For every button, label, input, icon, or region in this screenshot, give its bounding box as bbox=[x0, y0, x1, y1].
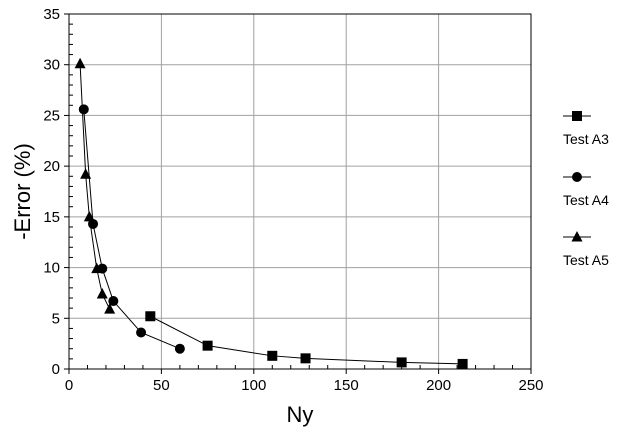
legend-marker-square bbox=[572, 111, 582, 121]
y-axis-title: -Error (%) bbox=[10, 143, 35, 240]
data-point-square bbox=[267, 350, 278, 361]
x-tick-label: 250 bbox=[518, 377, 543, 394]
data-point-square bbox=[202, 340, 213, 351]
data-point-triangle bbox=[74, 57, 86, 69]
legend-item: Test A3 bbox=[563, 111, 609, 147]
x-tick-label: 50 bbox=[153, 377, 170, 394]
y-tick-label: 10 bbox=[43, 260, 60, 277]
series-line bbox=[83, 109, 181, 350]
x-tick-label: 100 bbox=[241, 377, 266, 394]
data-point-triangle bbox=[80, 168, 92, 179]
legend-label: Test A3 bbox=[563, 131, 609, 147]
legend-marker-circle bbox=[572, 172, 582, 182]
data-point-circle bbox=[78, 104, 89, 115]
x-tick-label: 150 bbox=[334, 377, 359, 394]
series-layer bbox=[74, 57, 468, 369]
plot-frame bbox=[68, 13, 532, 370]
legend-item: Test A4 bbox=[563, 172, 609, 208]
data-point-square bbox=[396, 357, 407, 368]
data-point-triangle bbox=[104, 303, 116, 314]
legend: Test A3 Test A4 Test A5 bbox=[563, 111, 609, 268]
y-tick-label: 15 bbox=[43, 209, 60, 226]
data-point-circle bbox=[174, 343, 185, 354]
data-point-square bbox=[300, 353, 311, 364]
series-0 bbox=[145, 311, 468, 369]
legend-marker-triangle bbox=[571, 231, 583, 242]
legend-item: Test A5 bbox=[563, 231, 609, 268]
grid bbox=[69, 14, 531, 369]
data-point-circle bbox=[136, 327, 147, 338]
y-tick-label: 25 bbox=[43, 107, 60, 124]
series-line bbox=[150, 315, 463, 365]
legend-label: Test A5 bbox=[563, 252, 609, 268]
x-tick-label: 0 bbox=[65, 377, 73, 394]
data-point-square bbox=[457, 358, 468, 369]
data-point-triangle bbox=[91, 262, 103, 274]
y-tick-label: 5 bbox=[52, 310, 60, 327]
y-tick-label: 30 bbox=[43, 57, 60, 74]
legend-label: Test A4 bbox=[563, 192, 609, 208]
x-tick-label: 200 bbox=[426, 377, 451, 394]
data-point-triangle bbox=[83, 210, 95, 222]
y-tick-label: 35 bbox=[43, 6, 60, 23]
series-1 bbox=[78, 104, 185, 354]
data-point-circle bbox=[108, 296, 119, 307]
x-axis-title: Ny bbox=[287, 402, 314, 427]
data-point-square bbox=[145, 311, 156, 322]
axis-ticks: 0 50 100 150 200 250 0 5 10 15 20 25 30 35 bbox=[43, 6, 543, 394]
y-tick-label: 0 bbox=[52, 361, 60, 378]
y-tick-label: 20 bbox=[43, 158, 60, 175]
data-point-triangle bbox=[96, 287, 108, 299]
series-2 bbox=[74, 57, 116, 314]
